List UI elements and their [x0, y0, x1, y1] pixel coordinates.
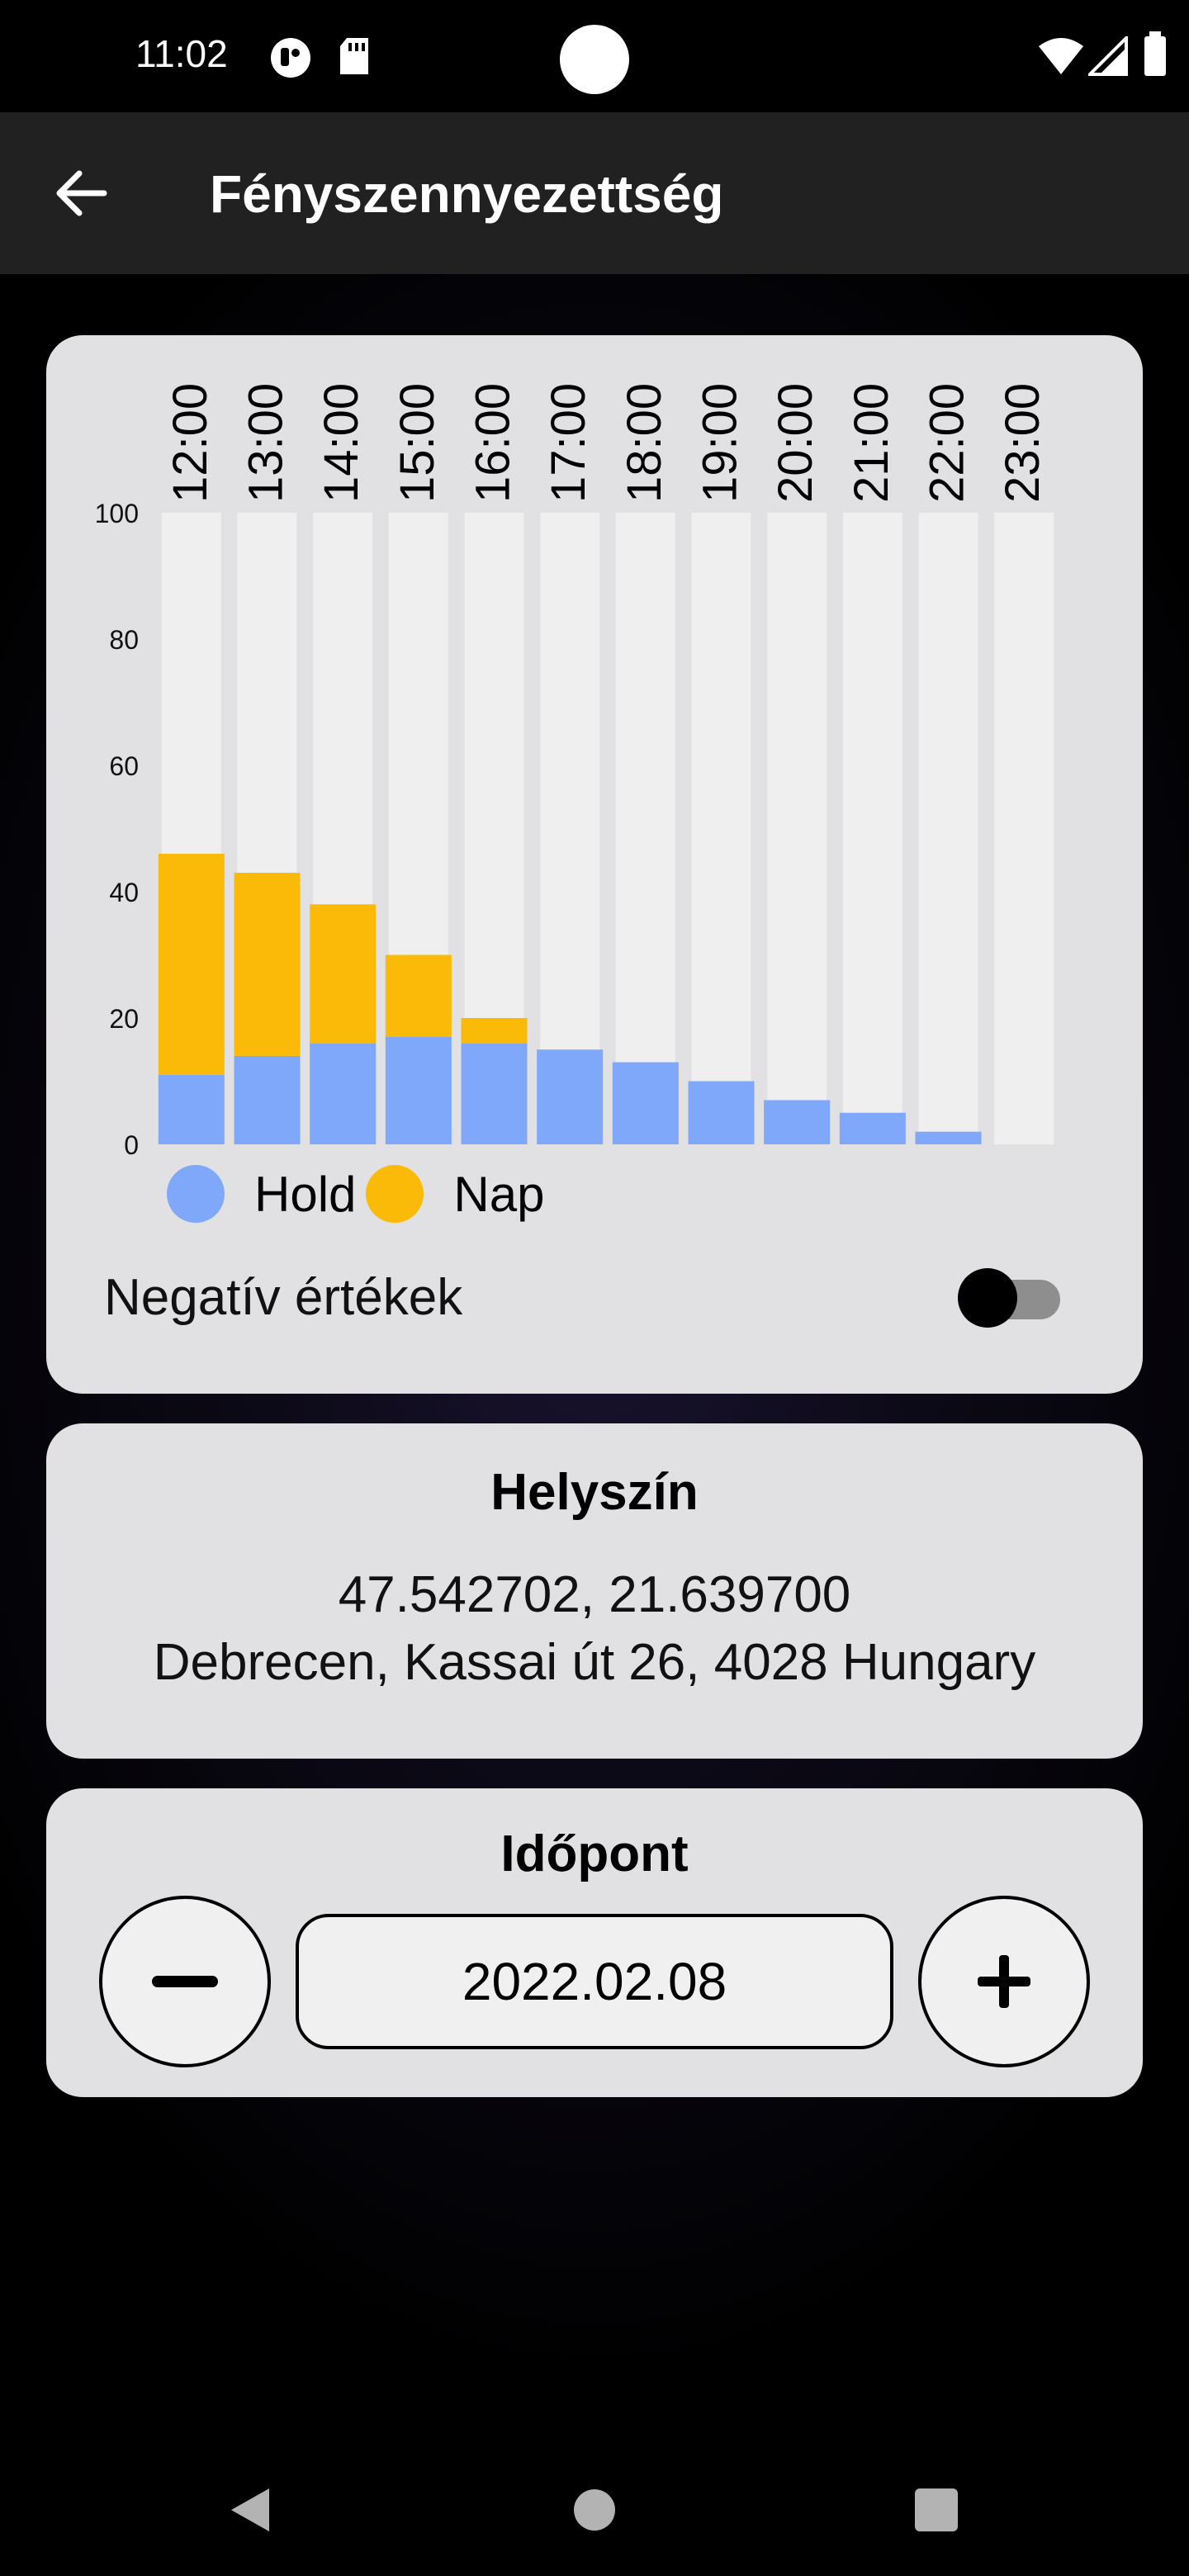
x-category-label: 22:00 [921, 383, 974, 503]
bar-hold [158, 1074, 225, 1144]
legend-item-hold: Hold [167, 1165, 356, 1223]
x-category-label: 20:00 [769, 383, 822, 503]
toggle-thumb [958, 1268, 1017, 1328]
y-tick-label: 0 [124, 1130, 139, 1160]
bar-hold [537, 1049, 604, 1144]
time-heading: Időpont [500, 1825, 689, 1882]
x-category-label: 18:00 [618, 383, 671, 503]
nav-back-button[interactable] [216, 2477, 282, 2543]
x-category-label: 13:00 [239, 383, 293, 503]
app-bar: Fényszennyezettség [0, 112, 1189, 274]
square-recents-icon [915, 2488, 958, 2531]
location-card: Helyszín 47.542702, 21.639700 Debrecen, … [46, 1423, 1143, 1759]
location-address: Debrecen, Kassai út 26, 4028 Hungary [153, 1634, 1036, 1691]
battery-icon [1144, 31, 1166, 76]
bar-track [918, 513, 978, 1144]
y-tick-label: 40 [109, 878, 139, 907]
previous-day-button[interactable] [99, 1896, 271, 2067]
bar-nap [385, 954, 452, 1037]
x-category-label: 17:00 [542, 383, 595, 503]
app-notification-icon [271, 38, 310, 78]
x-category-label: 19:00 [694, 383, 747, 503]
bar-nap [310, 904, 377, 1044]
signal-icon [1088, 36, 1128, 76]
bar-track [767, 513, 827, 1144]
y-tick-label: 100 [95, 499, 139, 528]
bar-hold [915, 1131, 982, 1144]
date-field[interactable]: 2022.02.08 [296, 1914, 893, 2049]
x-category-label: 12:00 [163, 383, 217, 503]
light-pollution-chart: 0 20 40 60 80 100 12:00 13:00 14:00 15:00 16:00 17:… [95, 383, 1054, 1160]
bar-nap [461, 1018, 528, 1044]
arrow-left-icon [56, 170, 107, 216]
nav-home-button[interactable] [561, 2477, 628, 2543]
x-category-label: 23:00 [996, 383, 1049, 503]
bar-hold [764, 1100, 831, 1144]
bar-track [615, 513, 675, 1144]
legend-swatch-nap [366, 1165, 424, 1223]
bar-hold [234, 1055, 301, 1144]
bar-hold [839, 1112, 906, 1144]
x-category-label: 16:00 [467, 383, 520, 503]
location-heading: Helyszín [490, 1464, 699, 1521]
bar-hold [310, 1043, 377, 1144]
bar-hold [612, 1062, 679, 1144]
plus-icon [978, 1955, 1030, 2008]
y-tick-label: 20 [109, 1004, 139, 1034]
bar-track [994, 513, 1054, 1144]
sd-card-icon [340, 38, 368, 74]
status-bar: 11:02 [0, 0, 1189, 112]
legend-swatch-hold [167, 1165, 225, 1223]
status-time: 11:02 [135, 32, 228, 75]
bar-hold [461, 1043, 528, 1144]
wifi-icon [1039, 38, 1083, 74]
time-card: Időpont 2022.02.08 [46, 1788, 1143, 2097]
location-coordinates: 47.542702, 21.639700 [338, 1566, 851, 1623]
camera-cutout [560, 25, 629, 94]
bar-hold [688, 1081, 755, 1144]
triangle-back-icon [231, 2488, 269, 2531]
chart-card: 0 20 40 60 80 100 12:00 13:00 14:00 15:00 16:00 17:… [46, 335, 1143, 1394]
back-button[interactable] [48, 160, 114, 226]
system-navigation-bar [0, 2444, 1189, 2576]
legend-item-nap: Nap [366, 1165, 544, 1223]
bar-track [540, 513, 600, 1144]
bar-nap [158, 854, 225, 1075]
bar-nap [234, 873, 301, 1056]
y-tick-label: 80 [109, 625, 139, 655]
bar-track [842, 513, 902, 1144]
legend-label-hold: Hold [254, 1166, 357, 1222]
negative-values-toggle[interactable] [958, 1268, 1060, 1328]
x-category-label: 14:00 [315, 383, 368, 503]
circle-home-icon [574, 2489, 615, 2531]
chart-legend: Hold Nap [167, 1161, 554, 1227]
y-tick-label: 60 [109, 751, 139, 781]
x-category-label: 21:00 [845, 383, 898, 503]
next-day-button[interactable] [918, 1896, 1090, 2067]
x-category-label: 15:00 [391, 383, 444, 503]
negative-values-label: Negatív értékek [104, 1269, 463, 1326]
page-title: Fényszennyezettség [210, 164, 724, 224]
bar-hold [385, 1036, 452, 1144]
minus-icon [152, 1976, 218, 1987]
bar-track [691, 513, 751, 1144]
legend-label-nap: Nap [453, 1166, 545, 1222]
nav-recents-button[interactable] [903, 2477, 969, 2543]
